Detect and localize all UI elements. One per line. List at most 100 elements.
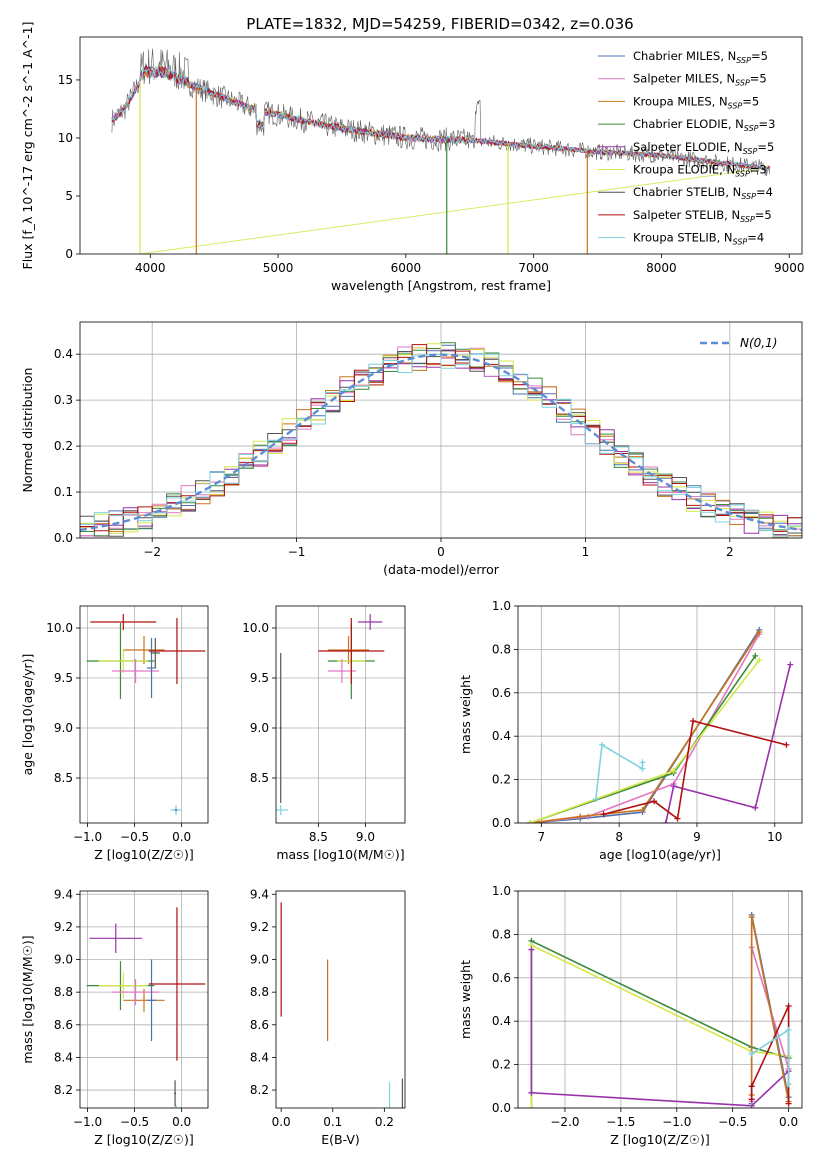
weight-marker bbox=[748, 1050, 755, 1057]
axes-frame bbox=[79, 36, 803, 255]
weight-series-3 bbox=[530, 939, 789, 1108]
weight-marker bbox=[592, 796, 599, 803]
y-tick-label: 0.8 bbox=[492, 927, 511, 941]
x-tick-label: 9000 bbox=[774, 261, 805, 275]
y-tick-label: 9.2 bbox=[250, 920, 269, 934]
y-tick-label: 10.0 bbox=[242, 621, 269, 635]
y-tick-label: 0.8 bbox=[492, 642, 511, 656]
x-tick-label: −0.5 bbox=[120, 1115, 149, 1129]
x-tick-label: −1 bbox=[288, 545, 306, 559]
y-tick-label: 9.5 bbox=[54, 671, 73, 685]
weight-marker bbox=[785, 1003, 792, 1010]
weight-marker bbox=[752, 804, 759, 811]
y-tick-label: 9.0 bbox=[54, 721, 73, 735]
legend-entry-5: Kroupa ELODIE, NSSP=3 bbox=[633, 163, 767, 179]
weight-marker bbox=[690, 718, 697, 725]
x-tick-label: 4000 bbox=[135, 261, 166, 275]
y-tick-label: 0.2 bbox=[54, 439, 73, 453]
x-axis-label: Z [log10(Z/Z☉)] bbox=[610, 1132, 710, 1147]
weight-marker bbox=[528, 1089, 535, 1096]
axes-frame bbox=[275, 605, 406, 824]
x-tick-label: 0 bbox=[437, 545, 445, 559]
weight-marker bbox=[639, 759, 646, 766]
y-axis-label: age [log10(age/yr)] bbox=[20, 654, 35, 776]
weight-marker bbox=[600, 811, 607, 818]
y-tick-label: 8.6 bbox=[250, 1018, 269, 1032]
y-tick-label: 5 bbox=[65, 189, 73, 203]
y-tick-label: 0.4 bbox=[492, 1014, 511, 1028]
x-axis-label: Z [log10(Z/Z☉)] bbox=[94, 847, 194, 862]
x-tick-label: −2 bbox=[143, 545, 161, 559]
y-tick-label: 8.2 bbox=[250, 1083, 269, 1097]
x-tick-label: 8000 bbox=[646, 261, 677, 275]
x-tick-label: 9.0 bbox=[356, 830, 375, 844]
x-tick-label: −1.0 bbox=[73, 830, 102, 844]
y-tick-label: 0.1 bbox=[54, 485, 73, 499]
y-tick-label: 0 bbox=[65, 247, 73, 261]
y-tick-label: 8.6 bbox=[54, 1018, 73, 1032]
x-axis-label: wavelength [Angstrom, rest frame] bbox=[331, 278, 551, 293]
weight-marker bbox=[752, 652, 759, 659]
x-tick-label: 6000 bbox=[391, 261, 422, 275]
y-tick-label: 9.4 bbox=[54, 887, 73, 901]
weight-marker bbox=[599, 741, 606, 748]
plot-area bbox=[86, 614, 206, 815]
x-tick-label: 0.0 bbox=[172, 1115, 191, 1129]
panel-spectrum: 4000 5000 6000 7000 8000 9000 0 5 10 15 wavelength… bbox=[20, 22, 804, 293]
panel-mass-vs-EBV: 0.0 0.1 0.2 8.2 8.4 8.6 8.8 9.0 9.2 9.4 E(B-V) bbox=[250, 887, 406, 1147]
legend-entry-2: Kroupa MILES, NSSP=5 bbox=[633, 94, 759, 110]
x-tick-label: 8 bbox=[615, 830, 623, 844]
plot-area bbox=[528, 911, 792, 1108]
x-tick-label: 2 bbox=[726, 545, 734, 559]
panel-weight-vs-age: 7 8 9 10 0.0 0.2 0.4 0.6 0.8 1.0 age [log10(age/yr… bbox=[458, 599, 803, 862]
weight-marker bbox=[785, 1100, 792, 1107]
weight-marker bbox=[670, 783, 677, 790]
x-tick-label: 5000 bbox=[263, 261, 294, 275]
panel-weight-vs-Z: −2.0 −1.5 −1.0 −0.5 0.0 0.0 0.2 0.4 0.6 0.8 1.0 Z [… bbox=[458, 884, 803, 1147]
y-tick-label: 1.0 bbox=[492, 599, 511, 613]
y-tick-label: 9.0 bbox=[250, 721, 269, 735]
figure-title: PLATE=1832, MJD=54259, FIBERID=0342, z=0… bbox=[246, 15, 633, 33]
legend-entry-8: Kroupa STELIB, NSSP=4 bbox=[633, 231, 764, 247]
x-tick-label: −2.0 bbox=[550, 1115, 579, 1129]
y-tick-label: 0.3 bbox=[54, 393, 73, 407]
weight-marker bbox=[785, 1081, 792, 1088]
plot-area bbox=[111, 48, 772, 254]
panel-age-vs-Z: −1.0 −0.5 0.0 8.5 9.0 9.5 10.0 Z [log10(Z/Z☉)] a… bbox=[20, 605, 209, 862]
y-tick-label: 10.0 bbox=[46, 621, 73, 635]
weight-series-4 bbox=[530, 949, 790, 1107]
panel-mass-vs-Z: −1.0 −0.5 0.0 8.2 8.4 8.6 8.8 9.0 9.2 9.4 Z [log10… bbox=[20, 887, 209, 1147]
x-tick-label: 0.0 bbox=[779, 1115, 798, 1129]
weight-series-0 bbox=[529, 629, 760, 823]
plot-area bbox=[280, 902, 404, 1108]
y-tick-label: 9.0 bbox=[54, 953, 73, 967]
axes-frame bbox=[517, 890, 803, 1109]
weight-marker bbox=[787, 661, 794, 668]
x-tick-label: −1.0 bbox=[73, 1115, 102, 1129]
weight-series-2 bbox=[529, 631, 760, 823]
x-tick-label: −0.5 bbox=[718, 1115, 747, 1129]
legend-entry-4: Salpeter ELODIE, NSSP=5 bbox=[633, 140, 774, 156]
y-tick-label: 8.4 bbox=[250, 1050, 269, 1064]
plot-area bbox=[276, 614, 385, 815]
y-tick-label: 9.5 bbox=[250, 671, 269, 685]
y-tick-label: 9.0 bbox=[250, 953, 269, 967]
x-tick-label: 0.1 bbox=[323, 1115, 342, 1129]
y-tick-label: 8.4 bbox=[54, 1050, 73, 1064]
y-axis-label: mass [log10(M/M☉)] bbox=[20, 935, 35, 1063]
y-tick-label: 0.6 bbox=[492, 686, 511, 700]
x-tick-label: 0.2 bbox=[375, 1115, 394, 1129]
weight-marker bbox=[526, 820, 533, 823]
y-tick-label: 8.2 bbox=[54, 1083, 73, 1097]
histogram-8 bbox=[80, 353, 802, 537]
axes-frame bbox=[275, 890, 406, 1109]
y-tick-label: 9.4 bbox=[250, 887, 269, 901]
plot-area bbox=[86, 907, 206, 1108]
legend-entry-1: Salpeter MILES, NSSP=5 bbox=[633, 72, 767, 88]
weight-series-3 bbox=[529, 655, 756, 823]
y-tick-label: 9.2 bbox=[54, 920, 73, 934]
y-tick-label: 10 bbox=[58, 131, 73, 145]
weight-marker bbox=[756, 657, 763, 664]
y-tick-label: 0.0 bbox=[492, 1101, 511, 1115]
